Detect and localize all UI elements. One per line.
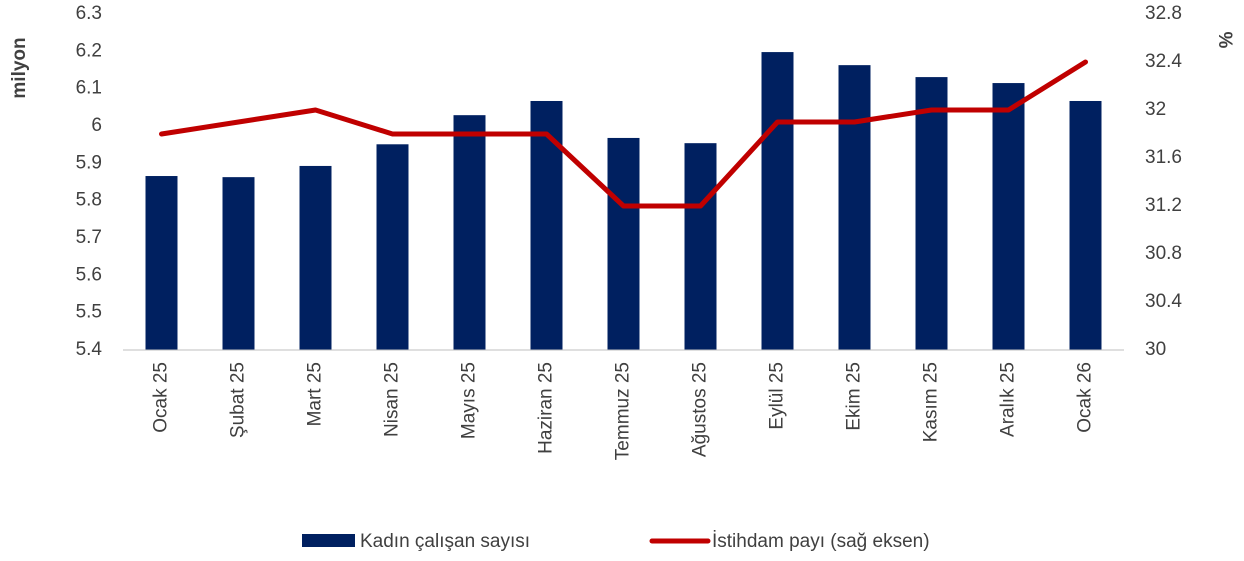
bar [299,165,332,350]
x-tick-label: Ocak 26 [1075,362,1096,433]
y2-tick-label: 32 [1145,99,1166,120]
x-tick-label: Eylül 25 [767,362,788,430]
y2-tick-label: 31.6 [1145,147,1182,168]
y-tick-label: 5.5 [76,302,102,323]
bar [838,65,871,350]
x-tick-label: Aralık 25 [998,362,1019,437]
x-tick-label: Mayıs 25 [459,362,480,439]
y-tick-label: 5.9 [76,152,102,173]
y-axis-label: milyon [9,37,30,98]
bar [376,144,409,350]
bar [145,176,178,350]
bar [992,83,1025,351]
y-tick-label: 5.8 [76,190,102,211]
y-tick-label: 6 [91,115,102,136]
x-tick-label: Kasım 25 [921,362,942,442]
x-tick-label: Ocak 25 [151,362,172,433]
bar [607,137,640,350]
y-tick-label: 5.6 [76,264,102,285]
bar [1069,100,1102,350]
x-tick-label: Haziran 25 [536,362,557,454]
x-tick-label: Nisan 25 [382,362,403,437]
y2-tick-label: 32.8 [1145,3,1182,24]
y2-tick-label: 30.4 [1145,291,1182,312]
y2-tick-label: 32.4 [1145,51,1182,72]
bar [915,77,948,351]
bar [684,143,717,350]
y-tick-label: 6.3 [76,3,102,24]
legend-label: İstihdam payı (sağ eksen) [712,531,930,552]
x-tick-label: Mart 25 [305,362,326,426]
y2-axis-label: % [1214,32,1235,49]
bar [530,100,563,350]
bar [222,177,255,350]
line-series [159,59,1088,209]
bar [453,115,486,350]
y-tick-label: 6.1 [76,78,102,99]
y-tick-label: 6.2 [76,40,102,61]
y2-tick-label: 30.8 [1145,243,1182,264]
x-tick-label: Ekim 25 [844,362,865,431]
y2-tick-label: 30 [1145,339,1166,360]
x-tick-label: Temmuz 25 [613,362,634,460]
legend-label: Kadın çalışan sayısı [360,531,530,552]
legend-swatch [302,534,355,547]
x-tick-label: Şubat 25 [228,362,249,438]
y-tick-label: 5.7 [76,227,102,248]
x-tick-label: Ağustos 25 [690,362,711,457]
bar [761,52,794,351]
y2-tick-label: 31.2 [1145,195,1182,216]
y-tick-label: 5.4 [76,339,103,360]
